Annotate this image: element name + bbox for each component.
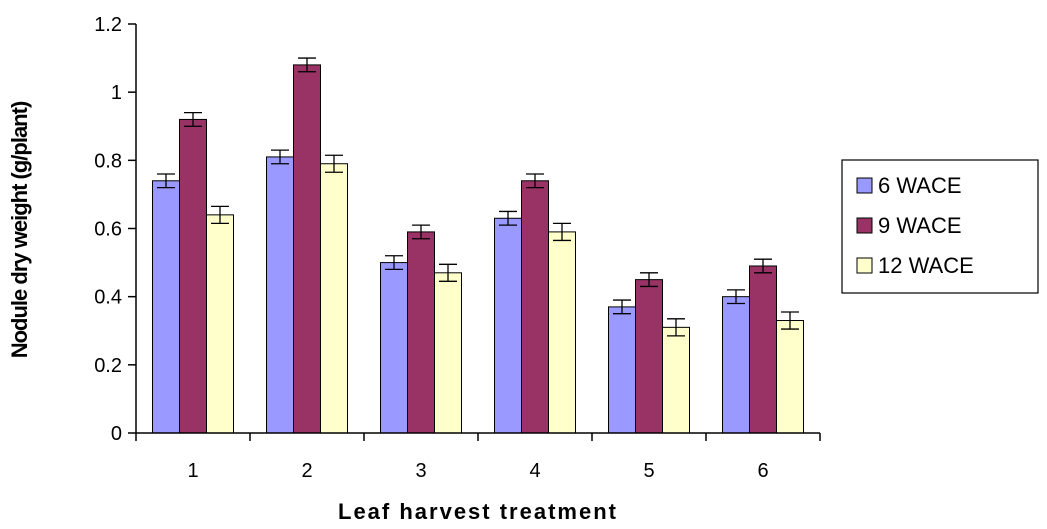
x-axis-title: Leaf harvest treatment xyxy=(338,499,618,524)
bar xyxy=(152,180,180,434)
bar xyxy=(662,326,690,434)
bar xyxy=(749,265,777,434)
bar xyxy=(293,64,321,434)
bar xyxy=(380,262,408,434)
x-tick-label: 4 xyxy=(529,460,540,482)
legend-box xyxy=(841,159,1039,294)
plot-area xyxy=(152,57,804,434)
bar xyxy=(434,272,462,434)
axes xyxy=(135,24,820,434)
x-tick-label: 2 xyxy=(301,460,312,482)
y-axis-title: Nodule dry weight (g/plant) xyxy=(7,101,32,358)
bar xyxy=(548,231,576,434)
bar xyxy=(266,156,294,434)
legend-label: 6 WACE xyxy=(878,173,962,198)
y-tick-label: 0.6 xyxy=(94,219,122,241)
x-tick-label: 1 xyxy=(187,460,198,482)
y-tick-label: 0.2 xyxy=(94,355,122,377)
bar xyxy=(608,306,636,434)
bar xyxy=(494,217,522,434)
legend-label: 12 WACE xyxy=(878,253,974,278)
y-tick-label: 0.4 xyxy=(94,287,122,309)
y-tick-label: 0 xyxy=(111,423,122,445)
bar xyxy=(521,180,549,434)
bar xyxy=(320,163,348,434)
bar xyxy=(407,231,435,434)
legend-swatch xyxy=(856,217,873,234)
bar xyxy=(722,296,750,434)
bar xyxy=(206,214,234,434)
bar xyxy=(635,279,663,434)
legend-swatch xyxy=(856,257,873,274)
legend-label: 9 WACE xyxy=(878,213,962,238)
x-tick-label: 5 xyxy=(643,460,654,482)
ticks: 0 0.2 0.4 0.6 0.8 1 1.2 1 2 3 4 5 6 xyxy=(94,14,821,482)
legend-swatch xyxy=(856,177,873,194)
y-tick-label: 0.8 xyxy=(94,150,122,172)
bar xyxy=(179,118,207,434)
x-tick-label: 3 xyxy=(415,460,426,482)
bar xyxy=(776,320,804,434)
x-tick-label: 6 xyxy=(757,460,768,482)
y-tick-label: 1 xyxy=(111,82,122,104)
y-tick-label: 1.2 xyxy=(94,14,122,36)
legend: 6 WACE 9 WACE 12 WACE xyxy=(841,159,1039,294)
